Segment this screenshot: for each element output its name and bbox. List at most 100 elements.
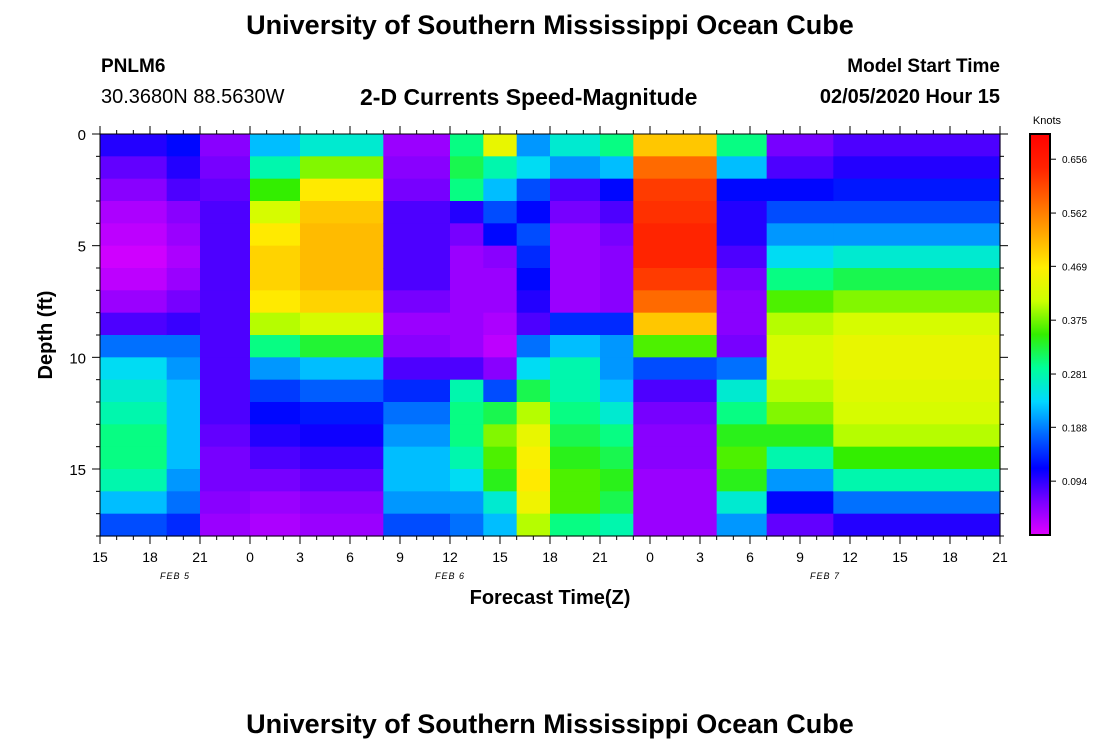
page-title: University of Southern Mississippi Ocean… bbox=[246, 10, 854, 40]
heatmap-cell bbox=[450, 223, 484, 247]
heatmap-cell bbox=[833, 201, 1001, 224]
heatmap-cell bbox=[633, 201, 718, 224]
heatmap-cell bbox=[100, 379, 168, 403]
heatmap-cell bbox=[633, 379, 718, 403]
heatmap-cell bbox=[383, 491, 451, 515]
x-tick-label: 6 bbox=[746, 549, 754, 565]
x-tick-label: 9 bbox=[796, 549, 804, 565]
heatmap-cell bbox=[633, 335, 718, 358]
heatmap-cell bbox=[383, 178, 451, 202]
x-tick-label: 3 bbox=[296, 549, 304, 565]
heatmap-cell bbox=[450, 245, 484, 269]
heatmap-cell bbox=[166, 402, 201, 425]
heatmap-cell bbox=[450, 290, 484, 314]
heatmap-cell bbox=[483, 245, 518, 269]
heatmap-cell bbox=[100, 424, 168, 448]
heatmap-cell bbox=[600, 178, 634, 202]
heatmap-cell bbox=[450, 178, 484, 202]
colorbar-tick-label: 0.281 bbox=[1062, 370, 1087, 381]
heatmap-cell bbox=[300, 469, 384, 492]
heatmap-cell bbox=[600, 223, 634, 247]
heatmap-cell bbox=[633, 469, 718, 492]
heatmap-cell bbox=[100, 469, 168, 492]
heatmap-cell bbox=[300, 513, 384, 537]
heatmap-cell bbox=[200, 290, 251, 314]
heatmap-cell bbox=[100, 357, 168, 381]
heatmap-cell bbox=[200, 156, 251, 180]
heatmap-cell bbox=[300, 312, 384, 336]
heatmap-cell bbox=[766, 223, 834, 247]
x-axis-ticks: 15 18 21 0 3 6 9 12 15 18 21 0 3 6 9 12 15 18 21 bbox=[92, 126, 1008, 565]
colorbar-tick-label: 0.469 bbox=[1062, 262, 1087, 273]
heatmap-cell bbox=[250, 134, 301, 157]
heatmap-cell bbox=[200, 402, 251, 425]
heatmap-cell bbox=[550, 446, 601, 470]
heatmap-cell bbox=[516, 379, 551, 403]
colorbar-gradient bbox=[1029, 133, 1051, 536]
heatmap-cell bbox=[766, 201, 834, 224]
heatmap-cell bbox=[766, 424, 834, 448]
heatmap-cell bbox=[716, 201, 768, 224]
heatmap-cell bbox=[166, 335, 201, 358]
heatmap-cell bbox=[450, 156, 484, 180]
heatmap-cell bbox=[516, 178, 551, 202]
heatmap-cell bbox=[483, 335, 518, 358]
heatmap-cell bbox=[550, 402, 601, 425]
heatmap-cell bbox=[100, 223, 168, 247]
heatmap-cell bbox=[100, 402, 168, 425]
heatmap-cell bbox=[300, 223, 384, 247]
heatmap-cell bbox=[300, 178, 384, 202]
heatmap-cell bbox=[250, 513, 301, 537]
heatmap-cell bbox=[833, 469, 1001, 492]
heatmap-cell bbox=[383, 134, 451, 157]
heatmap-cell bbox=[600, 446, 634, 470]
heatmap-cell bbox=[766, 469, 834, 492]
x-tick-label: 3 bbox=[696, 549, 704, 565]
chart-subtitle: 2-D Currents Speed-Magnitude bbox=[360, 84, 698, 110]
heatmap-cell bbox=[300, 134, 384, 157]
heatmap-cell bbox=[550, 290, 601, 314]
x-tick-label: 21 bbox=[192, 549, 208, 565]
heatmap-cell bbox=[633, 424, 718, 448]
heatmap-cell bbox=[483, 469, 518, 492]
heatmap-cell bbox=[166, 357, 201, 381]
heatmap-cell bbox=[383, 268, 451, 291]
heatmap-cell bbox=[100, 245, 168, 269]
heatmap-cell bbox=[483, 134, 518, 157]
x-tick-label: 0 bbox=[646, 549, 654, 565]
heatmap-cell bbox=[516, 513, 551, 537]
heatmap-cell bbox=[300, 156, 384, 180]
heatmap-cell bbox=[483, 357, 518, 381]
heatmap-cell bbox=[450, 491, 484, 515]
heatmap-cell bbox=[100, 335, 168, 358]
heatmap-cell bbox=[300, 268, 384, 291]
heatmap-cell bbox=[550, 357, 601, 381]
heatmap-cell bbox=[100, 491, 168, 515]
x-tick-label: 21 bbox=[992, 549, 1008, 565]
heatmap-cell bbox=[833, 357, 1001, 381]
heatmap-cell bbox=[250, 201, 301, 224]
heatmap-cell bbox=[450, 134, 484, 157]
heatmap-cell bbox=[600, 469, 634, 492]
heatmap-cell bbox=[383, 379, 451, 403]
heatmap-cell bbox=[300, 379, 384, 403]
heatmap-cell bbox=[833, 290, 1001, 314]
heatmap-cell bbox=[383, 201, 451, 224]
heatmap-cell bbox=[550, 491, 601, 515]
colorbar-unit: Knots bbox=[1033, 115, 1062, 127]
heatmap-cell bbox=[516, 424, 551, 448]
heatmap-cell bbox=[383, 335, 451, 358]
heatmap-cell bbox=[633, 134, 718, 157]
heatmap-cell bbox=[250, 290, 301, 314]
heatmap-cell bbox=[833, 223, 1001, 247]
heatmap-cell bbox=[516, 469, 551, 492]
x-tick-label: 18 bbox=[542, 549, 558, 565]
heatmap-cell bbox=[833, 402, 1001, 425]
heatmap-cell bbox=[633, 178, 718, 202]
heatmap-cell bbox=[300, 491, 384, 515]
heatmap-cell bbox=[600, 379, 634, 403]
heatmap-cell bbox=[250, 379, 301, 403]
heatmap-cell bbox=[166, 491, 201, 515]
heatmap-cell bbox=[200, 357, 251, 381]
heatmap-cell bbox=[600, 268, 634, 291]
